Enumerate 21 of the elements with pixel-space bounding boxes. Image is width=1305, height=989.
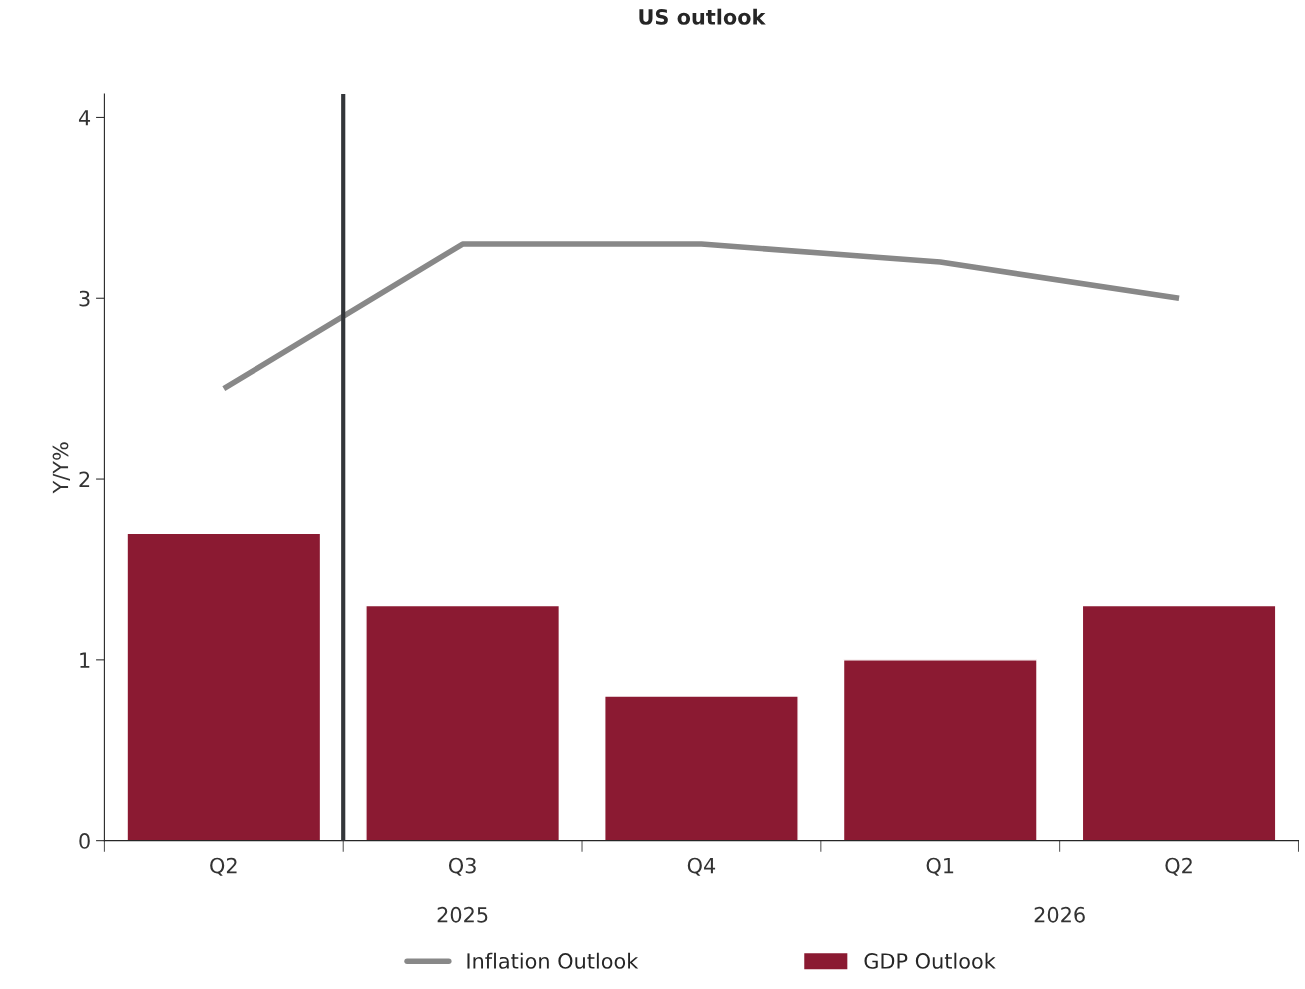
y-tick-label: 4 [78, 110, 91, 126]
y-tick-label: 0 [79, 833, 90, 849]
text: 2026 [1034, 906, 1085, 923]
text: 2025 [437, 906, 488, 923]
bar [365, 604, 561, 841]
bar [604, 695, 799, 841]
legend-label: Inflation Outlook [467, 952, 639, 969]
legend-label: GDP Outlook [864, 952, 996, 969]
x-tick-label: Q1 [926, 857, 954, 876]
y-tick-label: 3 [79, 290, 90, 307]
y-tick-label: 1 [80, 652, 90, 668]
x-tick-label: Q3 [448, 857, 476, 876]
x-tick-label: Q4 [687, 857, 716, 876]
y-tick-label: 2 [79, 471, 90, 487]
bar [126, 532, 322, 841]
y-axis-title: Y/Y% [52, 442, 70, 494]
chart-title: US outlook [639, 8, 766, 25]
x-tick-label: Q2 [1165, 857, 1192, 876]
bar [1081, 604, 1277, 841]
x-tick-label: Q2 [210, 857, 237, 876]
bar [842, 659, 1038, 841]
